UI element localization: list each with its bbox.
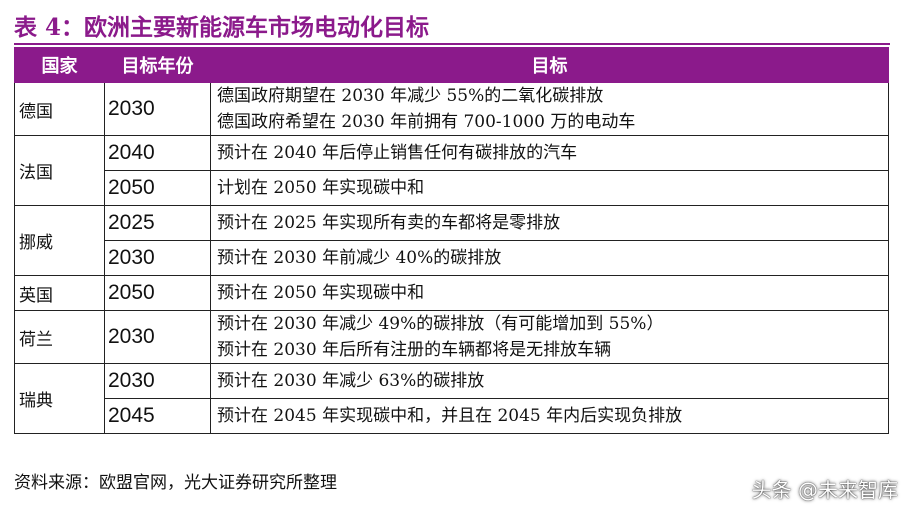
target-line: 预计在 2030 年减少 49%的碳排放（有可能增加到 55%） (217, 314, 664, 334)
year-cell: 2050 (104, 170, 211, 206)
target-line: 预计在 2030 年前减少 40%的碳排放 (217, 248, 502, 268)
table-row: 荷兰 2030 预计在 2030 年减少 49%的碳排放（有可能增加到 55%）… (14, 310, 889, 364)
country-cell: 瑞典 (14, 363, 105, 434)
year-cell: 2040 (104, 135, 211, 171)
target-line: 德国政府期望在 2030 年减少 55%的二氧化碳排放 (217, 86, 604, 106)
header-year: 目标年份 (104, 47, 211, 83)
target-cell: 预计在 2025 年实现所有卖的车都将是零排放 (210, 205, 889, 241)
country-cell: 挪威 (14, 205, 105, 276)
header-country: 国家 (14, 47, 105, 83)
targets-table: 国家 目标年份 目标 德国 2030 德国政府期望在 2030 年减少 55%的… (14, 47, 889, 434)
target-line: 德国政府希望在 2030 年前拥有 700-1000 万的电动车 (217, 112, 636, 132)
header-target: 目标 (210, 47, 889, 83)
year-cell: 2025 (104, 205, 211, 241)
table-row: 德国 2030 德国政府期望在 2030 年减少 55%的二氧化碳排放 德国政府… (14, 82, 889, 136)
country-cell: 英国 (14, 275, 105, 311)
target-cell: 预计在 2030 年减少 63%的碳排放 (210, 363, 889, 399)
title-divider (14, 43, 890, 45)
target-cell: 预计在 2040 年后停止销售任何有碳排放的汽车 (210, 135, 889, 171)
target-line: 预计在 2030 年后所有注册的车辆都将是无排放车辆 (217, 340, 612, 360)
table-row: 瑞典 2030 预计在 2030 年减少 63%的碳排放 (14, 363, 889, 434)
target-line: 预计在 2050 年实现碳中和 (217, 283, 425, 303)
target-cell: 预计在 2030 年前减少 40%的碳排放 (210, 240, 889, 276)
target-cell: 预计在 2030 年减少 49%的碳排放（有可能增加到 55%） 预计在 203… (210, 310, 889, 364)
target-line: 预计在 2030 年减少 63%的碳排放 (217, 371, 485, 391)
target-line: 计划在 2050 年实现碳中和 (217, 178, 425, 198)
country-cell: 德国 (14, 82, 105, 136)
year-cell: 2030 (104, 82, 211, 136)
source-note: 资料来源：欧盟官网，光大证券研究所整理 (14, 473, 337, 493)
header-row: 国家 目标年份 目标 (14, 47, 889, 83)
target-line: 预计在 2025 年实现所有卖的车都将是零排放 (217, 213, 561, 233)
target-line: 预计在 2040 年后停止销售任何有碳排放的汽车 (217, 143, 578, 163)
target-cell: 德国政府期望在 2030 年减少 55%的二氧化碳排放 德国政府希望在 2030… (210, 82, 889, 136)
country-cell: 荷兰 (14, 310, 105, 364)
target-line: 预计在 2045 年实现碳中和，并且在 2045 年内后实现负排放 (217, 406, 683, 426)
table-row: 2030 预计在 2030 年前减少 40%的碳排放 (15, 240, 889, 276)
year-cell: 2050 (104, 275, 211, 311)
target-cell: 预计在 2045 年实现碳中和，并且在 2045 年内后实现负排放 (210, 398, 889, 434)
year-cell: 2030 (104, 310, 211, 364)
year-cell: 2030 (104, 363, 211, 399)
year-cell: 2045 (104, 398, 211, 434)
target-cell: 计划在 2050 年实现碳中和 (210, 170, 889, 206)
table-row: 2050 计划在 2050 年实现碳中和 (15, 170, 889, 206)
year-cell: 2030 (104, 240, 211, 276)
table-title: 表 4：欧洲主要新能源车市场电动化目标 (14, 14, 430, 41)
table-row: 2045 预计在 2045 年实现碳中和，并且在 2045 年内后实现负排放 (15, 398, 889, 434)
table-row: 英国 2050 预计在 2050 年实现碳中和 (14, 275, 889, 311)
watermark: 头条 @未来智库 (751, 478, 898, 502)
table-row: 挪威 2025 预计在 2025 年实现所有卖的车都将是零排放 (14, 205, 889, 276)
target-cell: 预计在 2050 年实现碳中和 (210, 275, 889, 311)
country-cell: 法国 (14, 135, 105, 206)
table-row: 法国 2040 预计在 2040 年后停止销售任何有碳排放的汽车 (14, 135, 889, 206)
